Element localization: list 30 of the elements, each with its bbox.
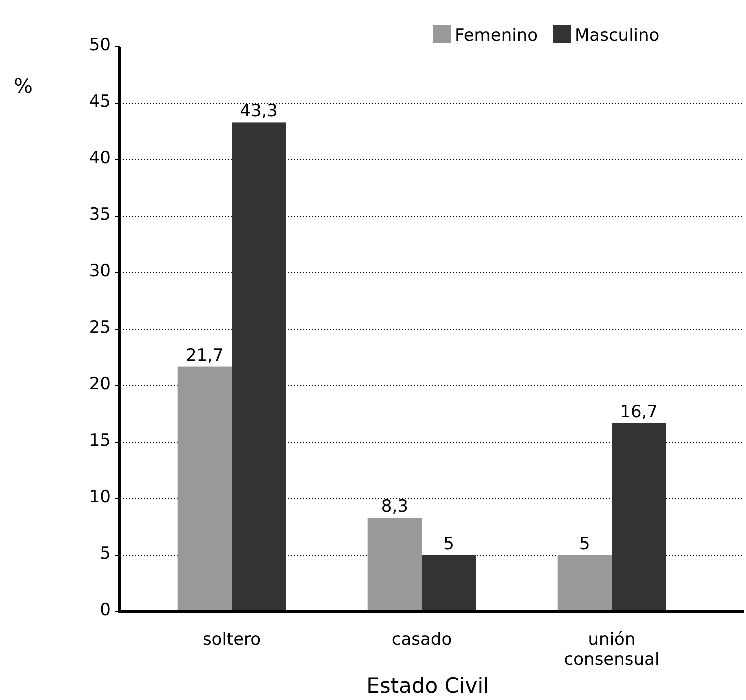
y-tick-label: 50 xyxy=(89,35,111,56)
x-tick-label: casado xyxy=(392,630,452,650)
bar xyxy=(422,556,476,612)
bar xyxy=(558,556,612,612)
x-tick-label: unión consensual xyxy=(564,630,660,670)
data-label: 43,3 xyxy=(240,102,278,122)
y-tick-label: 25 xyxy=(89,318,111,338)
y-tick-label: 10 xyxy=(89,487,111,508)
x-axis-title: Estado Civil xyxy=(366,674,490,698)
y-tick-label: 5 xyxy=(100,544,111,564)
data-label: 5 xyxy=(444,534,454,554)
y-tick-label: 20 xyxy=(89,374,111,394)
y-tick-label: 0 xyxy=(100,600,111,620)
x-tick-label: soltero xyxy=(202,630,262,650)
data-label: 5 xyxy=(580,534,590,554)
bar xyxy=(612,423,666,612)
y-tick-label: 30 xyxy=(89,261,111,282)
bar xyxy=(178,366,232,612)
data-label: 21,7 xyxy=(186,346,224,366)
data-label: 8,3 xyxy=(381,497,408,518)
data-label: 16,7 xyxy=(620,402,658,422)
bar xyxy=(232,122,286,612)
y-tick-label: 40 xyxy=(89,148,111,168)
y-tick-label: 35 xyxy=(89,204,111,225)
legend-label: Masculino xyxy=(575,26,660,46)
legend-label: Femenino xyxy=(455,26,538,46)
bar xyxy=(368,518,422,612)
y-tick-label: 45 xyxy=(89,92,111,112)
y-tick-label: 15 xyxy=(89,430,111,451)
y-axis-title: % xyxy=(14,74,34,98)
